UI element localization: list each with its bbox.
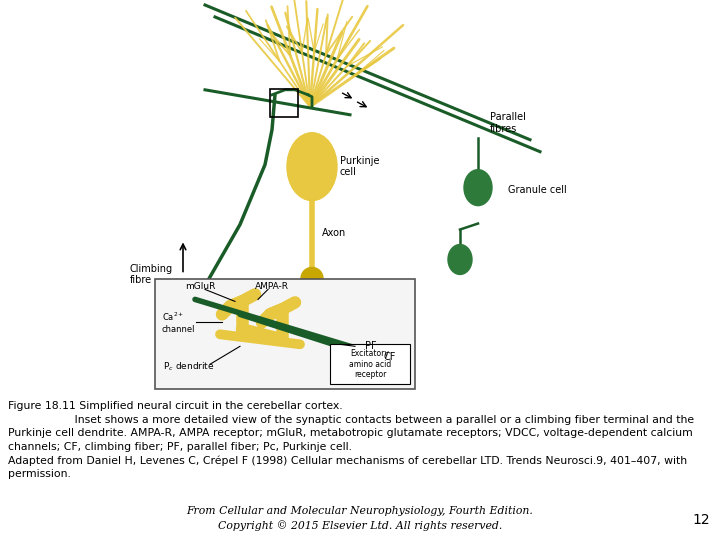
Text: Figure 18.11 Simplified neural circuit in the cerebellar cortex.: Figure 18.11 Simplified neural circuit i… — [8, 401, 343, 411]
Text: Axon: Axon — [322, 227, 346, 238]
Text: Parallel
fibres: Parallel fibres — [490, 112, 526, 133]
Text: Excitatory
amino acid
receptor: Excitatory amino acid receptor — [349, 349, 391, 379]
Bar — [270, 89, 298, 117]
Text: Inset shows a more detailed view of the synaptic contacts between a parallel or : Inset shows a more detailed view of the … — [8, 415, 694, 425]
Ellipse shape — [448, 245, 472, 274]
Text: Granule cell: Granule cell — [508, 185, 567, 194]
Circle shape — [202, 314, 238, 350]
Text: From Cellular and Molecular Neurophysiology, Fourth Edition.: From Cellular and Molecular Neurophysiol… — [186, 506, 534, 516]
Text: Purkinje cell dendrite. AMPA-R, AMPA receptor; mGluR, metabotropic glutamate rec: Purkinje cell dendrite. AMPA-R, AMPA rec… — [8, 428, 693, 438]
Bar — [155, 279, 415, 389]
Text: Adapted from Daniel H, Levenes C, Crépel F (1998) Cellular mechanisms of cerebel: Adapted from Daniel H, Levenes C, Crépel… — [8, 456, 687, 466]
Ellipse shape — [301, 267, 323, 289]
Ellipse shape — [464, 170, 492, 206]
Text: Ca$^{2+}$
channel: Ca$^{2+}$ channel — [162, 311, 196, 334]
Ellipse shape — [287, 133, 337, 200]
Text: channels; CF, climbing fiber; PF, parallel fiber; Pc, Purkinje cell.: channels; CF, climbing fiber; PF, parall… — [8, 442, 352, 452]
Text: P$_c$ dendrite: P$_c$ dendrite — [163, 360, 215, 373]
Text: Climbing
fibre: Climbing fibre — [130, 264, 173, 285]
Text: Purkinje
cell: Purkinje cell — [340, 156, 379, 178]
Text: Copyright © 2015 Elsevier Ltd. All rights reserved.: Copyright © 2015 Elsevier Ltd. All right… — [218, 520, 502, 531]
Text: 12: 12 — [693, 513, 710, 527]
Text: mGluR: mGluR — [185, 282, 215, 291]
Bar — [330, 345, 410, 384]
Text: CF: CF — [383, 352, 395, 362]
Text: PF: PF — [365, 341, 377, 352]
Text: AMPA-R: AMPA-R — [255, 282, 289, 291]
Text: permission.: permission. — [8, 469, 71, 479]
